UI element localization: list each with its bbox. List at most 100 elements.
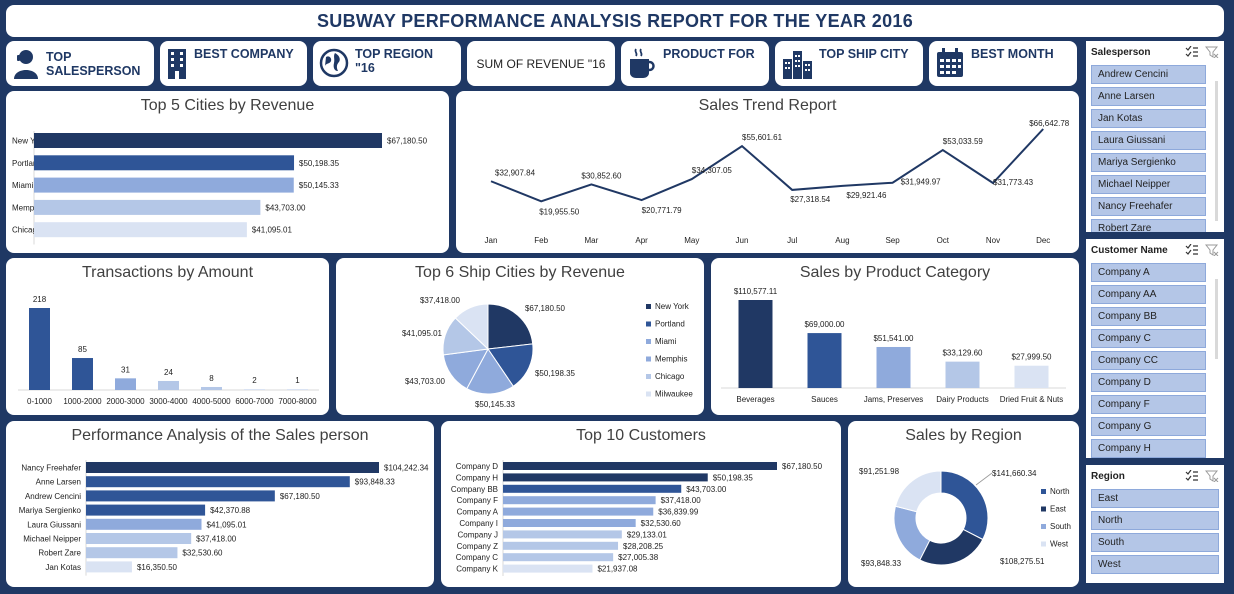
coffee-cup-icon — [630, 48, 655, 78]
category-label: Sauces — [811, 395, 838, 404]
bar — [945, 361, 980, 388]
slicer-item[interactable]: Company G — [1091, 417, 1206, 436]
data-label: $41,095.01 — [252, 226, 293, 235]
data-label: 218 — [33, 295, 47, 304]
kpi-best-month[interactable]: BEST MONTH — [929, 41, 1077, 86]
slicer-item[interactable]: North — [1091, 511, 1219, 530]
data-label: $42,370.88 — [210, 506, 251, 515]
slicer-item[interactable]: Jan Kotas — [1091, 109, 1206, 128]
region-svg: $141,660.34 $108,275.51 $93,848.33 $91,251.… — [859, 467, 1071, 568]
category-label: Company Z — [457, 542, 498, 551]
slicer-item[interactable]: Robert Zare — [1091, 219, 1206, 232]
chart-title: Sales Trend Report — [698, 97, 837, 114]
data-label: $93,848.33 — [355, 478, 396, 487]
bar — [503, 484, 682, 493]
slicer-item[interactable]: Company C — [1091, 329, 1206, 348]
data-label: $50,198.35 — [535, 369, 576, 378]
kpi-best-company[interactable]: BEST COMPANY — [160, 41, 307, 86]
multi-select-icon[interactable] — [1185, 46, 1199, 58]
slicer-item[interactable]: South — [1091, 533, 1219, 552]
legend-entry: Milwaukee — [655, 390, 693, 399]
slicer-item[interactable]: Company A — [1091, 263, 1206, 282]
slicer-item[interactable]: East — [1091, 489, 1219, 508]
product-category-svg: $110,577.11 Beverages $69,000.00 Sauces $51,… — [721, 287, 1066, 404]
legend-entry: South — [1050, 522, 1071, 531]
multi-select-icon[interactable] — [1185, 244, 1199, 256]
data-label: $27,999.50 — [1011, 353, 1052, 362]
data-label: $67,180.50 — [387, 137, 428, 146]
legend-entry: Memphis — [655, 355, 687, 364]
bar — [807, 333, 842, 388]
pie-slice — [894, 470, 942, 513]
data-label: 85 — [78, 345, 87, 354]
calendar-icon — [937, 48, 963, 77]
x-tick-label: Nov — [986, 236, 1000, 245]
bar — [86, 490, 275, 502]
kpi-label: SUM OF REVENUE "16 — [476, 56, 606, 71]
clear-filter-icon[interactable] — [1205, 470, 1219, 482]
data-label: $37,418.00 — [661, 496, 702, 505]
legend-entry: North — [1050, 487, 1070, 496]
bar — [503, 541, 619, 550]
chart-title: Top 10 Customers — [576, 427, 706, 444]
data-label: $37,418.00 — [420, 296, 461, 305]
slicer-item[interactable]: Company H — [1091, 439, 1206, 458]
data-label: $32,530.60 — [182, 549, 223, 558]
clear-filter-icon[interactable] — [1205, 46, 1219, 58]
x-tick-label: May — [684, 236, 699, 245]
data-label: 24 — [164, 368, 173, 377]
slicer-item[interactable]: West — [1091, 555, 1219, 574]
data-label: $19,955.50 — [539, 207, 580, 216]
bar — [201, 386, 222, 390]
kpi-product-for[interactable]: PRODUCT FOR — [621, 41, 769, 86]
data-label: $108,275.51 — [1000, 557, 1045, 566]
slicer-header: Region — [1091, 470, 1125, 482]
slicer-item-list: Andrew Cencini Anne Larsen Jan Kotas Laura … — [1091, 65, 1206, 232]
category-label: Company C — [456, 553, 498, 562]
data-label: $93,848.33 — [861, 559, 902, 568]
data-label: $66,642.78 — [1029, 119, 1070, 128]
bar — [287, 389, 308, 390]
building-icon — [168, 49, 186, 79]
slicer-scrollbar[interactable] — [1215, 279, 1218, 359]
slicer-item[interactable]: Michael Neipper — [1091, 175, 1206, 194]
kpi-label: BEST MONTH — [971, 47, 1054, 61]
slicer-item[interactable]: Company D — [1091, 373, 1206, 392]
slicer-item[interactable]: Andrew Cencini — [1091, 65, 1206, 84]
slicer-item[interactable]: Anne Larsen — [1091, 87, 1206, 106]
x-tick-label: Aug — [835, 236, 849, 245]
data-label: $43,703.00 — [265, 203, 306, 212]
slicer-scrollbar[interactable] — [1215, 81, 1218, 221]
bar — [503, 473, 708, 482]
data-label: $31,773.43 — [993, 178, 1034, 187]
category-label: Miami — [12, 181, 34, 190]
slicer-item[interactable]: Mariya Sergienko — [1091, 153, 1206, 172]
kpi-top-salesperson[interactable]: TOP SALESPERSON — [6, 41, 154, 86]
chart-title: Sales by Region — [905, 427, 1022, 444]
category-label: Chicago — [12, 226, 42, 235]
data-label: $34,307.05 — [692, 166, 733, 175]
data-label: $21,937.08 — [597, 565, 638, 574]
slicer-item[interactable]: Company BB — [1091, 307, 1206, 326]
bar — [34, 133, 382, 148]
kpi-sum-revenue[interactable]: SUM OF REVENUE "16 — [467, 41, 615, 86]
slicer-item[interactable]: Company AA — [1091, 285, 1206, 304]
slicer-item[interactable]: Laura Giussani — [1091, 131, 1206, 150]
kpi-top-region[interactable]: TOP REGION "16 — [313, 41, 461, 86]
slicer-item[interactable]: Company F — [1091, 395, 1206, 414]
slicer-item[interactable]: Nancy Freehafer — [1091, 197, 1206, 216]
kpi-top-ship-city[interactable]: TOP SHIP CITY — [775, 41, 923, 86]
product-category-chart: Sales by Product Category $110,577.11 Bev… — [711, 258, 1079, 415]
clear-filter-icon[interactable] — [1205, 244, 1219, 256]
bar — [86, 462, 379, 473]
legend-swatch — [646, 374, 651, 379]
multi-select-icon[interactable] — [1185, 470, 1199, 482]
slicer-item[interactable]: Company CC — [1091, 351, 1206, 370]
bar — [503, 496, 656, 505]
globe-icon — [319, 48, 349, 78]
category-label: Jan Kotas — [45, 563, 81, 572]
category-label: Mariya Sergienko — [19, 506, 82, 515]
data-label: $27,005.38 — [618, 553, 659, 562]
legend-swatch — [646, 356, 651, 362]
customer-slicer: Customer Name Company A Company AA Company… — [1086, 239, 1224, 458]
